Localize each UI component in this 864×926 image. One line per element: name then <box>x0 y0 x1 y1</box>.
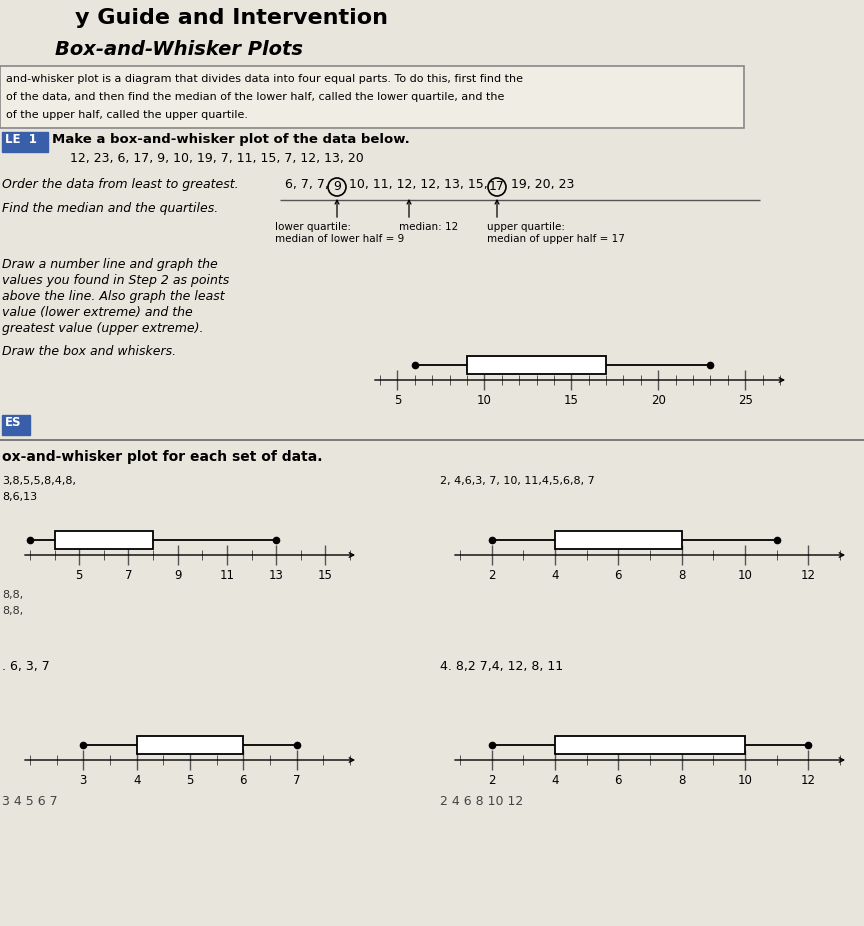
Text: 6, 7, 7,: 6, 7, 7, <box>285 178 329 191</box>
Text: 10: 10 <box>738 774 753 787</box>
Text: 2: 2 <box>488 569 495 582</box>
Text: of the data, and then find the median of the lower half, called the lower quarti: of the data, and then find the median of… <box>6 92 505 102</box>
Text: Draw a number line and graph the: Draw a number line and graph the <box>2 258 218 271</box>
Text: 19, 20, 23: 19, 20, 23 <box>511 178 575 191</box>
Text: 6: 6 <box>239 774 247 787</box>
FancyBboxPatch shape <box>0 66 744 128</box>
Text: 10: 10 <box>477 394 492 407</box>
Text: 15: 15 <box>564 394 579 407</box>
Text: 8,8,: 8,8, <box>2 590 23 600</box>
Text: 7: 7 <box>293 774 301 787</box>
Text: 12: 12 <box>801 569 816 582</box>
Text: 15: 15 <box>318 569 333 582</box>
Text: Order the data from least to greatest.: Order the data from least to greatest. <box>2 178 238 191</box>
Text: 8: 8 <box>678 569 685 582</box>
Text: median: 12: median: 12 <box>399 222 458 232</box>
Text: LE  1: LE 1 <box>5 133 37 146</box>
Text: 3 4 5 6 7: 3 4 5 6 7 <box>2 795 58 808</box>
Text: 13: 13 <box>269 569 283 582</box>
Text: 8,8,: 8,8, <box>2 606 23 616</box>
Text: 4: 4 <box>133 774 141 787</box>
Text: 10: 10 <box>738 569 753 582</box>
Text: . 6, 3, 7: . 6, 3, 7 <box>2 660 50 673</box>
Text: 17: 17 <box>489 181 505 194</box>
Text: Draw the box and whiskers.: Draw the box and whiskers. <box>2 345 176 358</box>
Bar <box>467 356 606 374</box>
Text: 25: 25 <box>738 394 753 407</box>
Text: 5: 5 <box>394 394 401 407</box>
Text: values you found in Step 2 as points: values you found in Step 2 as points <box>2 274 229 287</box>
Text: y Guide and Intervention: y Guide and Intervention <box>75 8 388 28</box>
Text: 8: 8 <box>678 774 685 787</box>
Text: 3,8,5,5,8,4,8,: 3,8,5,5,8,4,8, <box>2 476 76 486</box>
Text: 12: 12 <box>801 774 816 787</box>
Text: ox-and-whisker plot for each set of data.: ox-and-whisker plot for each set of data… <box>2 450 322 464</box>
Text: above the line. Also graph the least: above the line. Also graph the least <box>2 290 225 303</box>
Text: Box-and-Whisker Plots: Box-and-Whisker Plots <box>55 40 303 59</box>
Text: value (lower extreme) and the: value (lower extreme) and the <box>2 306 193 319</box>
Text: 11: 11 <box>219 569 234 582</box>
Text: 9: 9 <box>333 181 341 194</box>
Text: 5: 5 <box>187 774 194 787</box>
Text: 10, 11, 12, 12, 13, 15,: 10, 11, 12, 12, 13, 15, <box>349 178 488 191</box>
Text: 12, 23, 6, 17, 9, 10, 19, 7, 11, 15, 7, 12, 13, 20: 12, 23, 6, 17, 9, 10, 19, 7, 11, 15, 7, … <box>70 152 364 165</box>
Text: median of upper half = 17: median of upper half = 17 <box>487 234 625 244</box>
Text: 5: 5 <box>75 569 83 582</box>
Text: 20: 20 <box>651 394 665 407</box>
Text: and-whisker plot is a diagram that divides data into four equal parts. To do thi: and-whisker plot is a diagram that divid… <box>6 74 523 84</box>
Bar <box>555 736 745 754</box>
Bar <box>2 132 48 152</box>
Text: 7: 7 <box>124 569 132 582</box>
Text: Find the median and the quartiles.: Find the median and the quartiles. <box>2 202 219 215</box>
Text: greatest value (upper extreme).: greatest value (upper extreme). <box>2 322 204 335</box>
Text: 8,6,13: 8,6,13 <box>2 492 37 502</box>
Text: upper quartile:: upper quartile: <box>487 222 565 232</box>
Text: 9: 9 <box>174 569 181 582</box>
Text: median of lower half = 9: median of lower half = 9 <box>275 234 404 244</box>
Text: of the upper half, called the upper quartile.: of the upper half, called the upper quar… <box>6 110 248 120</box>
Bar <box>54 531 153 549</box>
Text: 3: 3 <box>79 774 87 787</box>
Bar <box>137 736 244 754</box>
Text: 6: 6 <box>614 774 622 787</box>
Text: Make a box-and-whisker plot of the data below.: Make a box-and-whisker plot of the data … <box>52 133 410 146</box>
Text: ES: ES <box>5 416 22 429</box>
Bar <box>2 415 30 435</box>
Bar <box>555 531 682 549</box>
Text: 2 4 6 8 10 12: 2 4 6 8 10 12 <box>440 795 524 808</box>
Text: 4. 8,2 7,4, 12, 8, 11: 4. 8,2 7,4, 12, 8, 11 <box>440 660 563 673</box>
Text: 4: 4 <box>551 774 559 787</box>
Text: lower quartile:: lower quartile: <box>275 222 351 232</box>
Text: 6: 6 <box>614 569 622 582</box>
Text: 4: 4 <box>551 569 559 582</box>
Text: 2, 4,6,3, 7, 10, 11,4,5,6,8, 7: 2, 4,6,3, 7, 10, 11,4,5,6,8, 7 <box>440 476 594 486</box>
Text: 2: 2 <box>488 774 495 787</box>
